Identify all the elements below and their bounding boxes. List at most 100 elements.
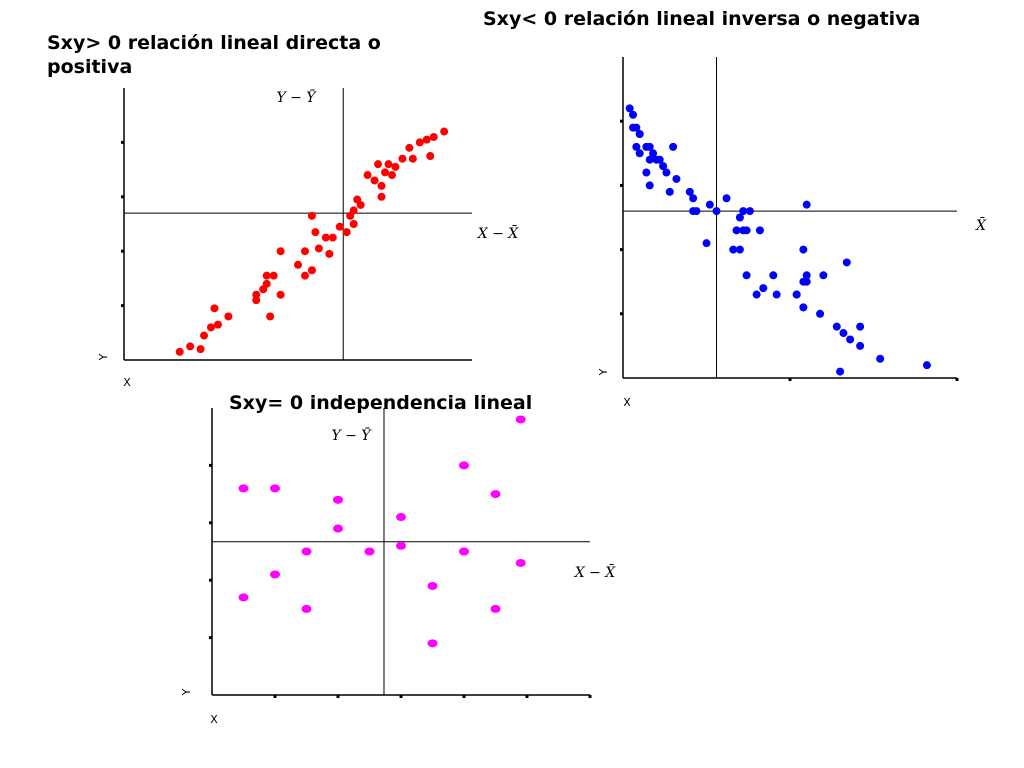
point [689,194,698,203]
point [662,168,671,177]
point [832,322,841,331]
point [735,245,744,254]
point [269,271,278,280]
point [802,277,811,286]
point [712,207,721,216]
point [836,367,845,376]
x-axis-label: X [623,396,631,409]
point [645,155,654,164]
point [196,345,205,354]
point [685,187,694,196]
point [769,271,778,280]
point [739,207,748,216]
point [427,581,438,590]
point [629,110,638,119]
chart-title: Sxy= 0 independencia lineal [229,392,533,414]
point [252,290,261,299]
point [635,130,644,139]
point [635,149,644,158]
point [665,187,674,196]
point [377,192,386,201]
point [440,127,449,136]
point [922,361,931,370]
point [655,155,664,164]
annotation: Y − Ȳ [331,426,372,444]
annotation: Y − Ȳ [276,88,317,106]
chart-title: Sxy< 0 relación lineal inversa o negativ… [483,8,921,30]
point [459,547,469,556]
point [301,547,312,556]
point [645,181,654,190]
point [856,322,865,331]
point [210,304,219,313]
point [427,639,438,648]
point [649,149,658,158]
point [276,247,285,256]
point [642,168,651,177]
point [335,222,344,231]
point [333,524,343,533]
point [732,226,741,235]
point [632,142,641,151]
point [349,220,358,228]
point [459,461,469,470]
point [266,312,275,321]
point [224,312,233,321]
point [321,233,330,242]
point [300,271,309,280]
point [307,211,316,220]
y-axis-label: Y [180,688,193,696]
point [186,342,195,351]
point [802,200,811,209]
point [363,171,372,180]
point [381,168,389,177]
point [328,233,337,242]
point [819,271,828,280]
point [752,290,761,299]
point [356,200,365,209]
point [370,176,379,185]
point [374,160,383,169]
point [842,258,851,267]
point [772,290,781,299]
point [238,484,249,493]
chart-title: Sxy> 0 relación lineal directa o positiv… [47,32,381,78]
point [876,354,885,363]
annotation: X̄ [975,216,987,234]
point [816,309,825,318]
x-axis-label: X [123,376,131,389]
point [294,260,302,269]
point [735,213,744,222]
point [632,123,641,132]
point [325,249,334,258]
point [213,320,222,329]
point [426,152,435,160]
point [311,228,320,237]
point [207,323,215,332]
point [802,271,811,280]
point [659,162,668,171]
point [692,207,701,216]
point [262,271,271,280]
point [799,245,808,254]
point [625,104,634,113]
point [391,162,400,171]
point [702,239,711,248]
point [364,547,375,556]
point [377,181,386,190]
y-axis-label: Y [597,368,610,376]
point [307,266,316,275]
point [200,331,209,340]
point [755,226,764,235]
point [238,593,249,602]
point [856,341,865,350]
point [490,604,501,613]
point [742,271,751,280]
point [175,347,184,356]
y-axis-label: Y [97,353,110,361]
point [515,558,526,567]
point [669,142,678,151]
point [429,132,438,141]
point [396,513,406,522]
